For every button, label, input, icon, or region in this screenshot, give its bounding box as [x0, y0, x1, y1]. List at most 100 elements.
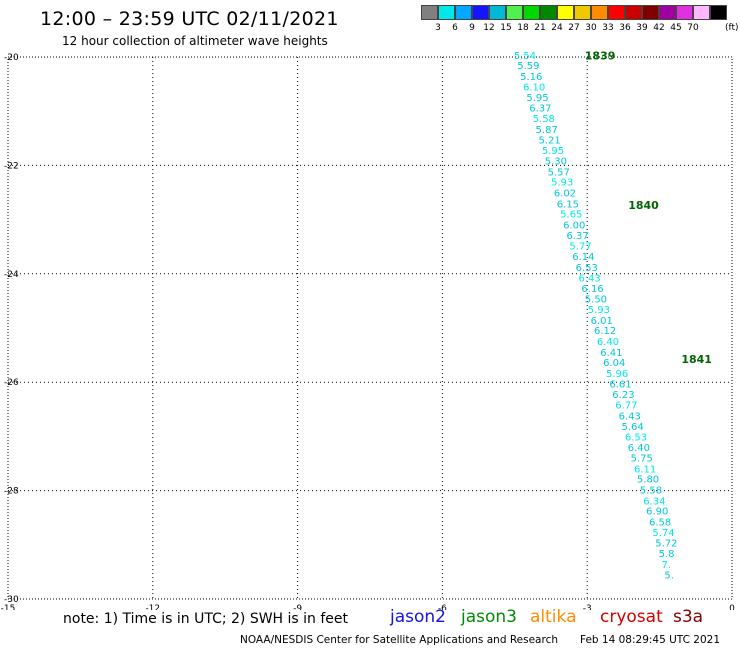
wave-height-value: 6.41: [600, 348, 622, 359]
color-scale-label: 42: [653, 23, 665, 33]
altimeter-map: -15 -12 -9 -6 -3 0-20-22-24-26-28-305.545.595…: [1, 49, 735, 610]
color-swatch: [710, 5, 727, 20]
color-scale-label: 6: [452, 23, 458, 33]
color-scale-label: 33: [602, 23, 614, 33]
wave-height-value: 6.37: [566, 231, 588, 242]
x-tick-label: -6: [438, 604, 447, 610]
wave-height-value: 6.40: [628, 443, 650, 454]
color-scale-label: 45: [670, 23, 682, 33]
y-tick-label: -24: [4, 270, 19, 280]
wave-height-value: 6.15: [557, 199, 579, 210]
wave-height-value: 5.74: [652, 528, 674, 539]
wave-height-value: 6.10: [523, 82, 545, 93]
wave-height-value: 6.02: [554, 189, 576, 200]
color-scale-label: 9: [469, 23, 475, 33]
wave-height-value: 6.11: [634, 464, 656, 475]
color-swatch: [625, 5, 642, 20]
color-swatch: [574, 5, 591, 20]
wave-height-value: 6.43: [579, 274, 601, 285]
wave-height-value: 7.: [662, 560, 672, 571]
wave-height-value: 5.93: [588, 305, 610, 316]
color-swatch: [591, 5, 608, 20]
wave-height-value: 5.54: [514, 51, 536, 62]
satellite-legend-cryosat: cryosat: [600, 607, 663, 627]
wave-height-value: 5.59: [517, 61, 539, 72]
satellite-legend-altika: altika: [530, 607, 577, 627]
page-subtitle: 12 hour collection of altimeter wave hei…: [62, 34, 328, 48]
wave-height-value: 6.34: [643, 496, 665, 507]
wave-height-value: 5.96: [606, 369, 628, 380]
wave-height-value: 5.58: [533, 114, 555, 125]
color-scale-label: 70: [687, 23, 699, 33]
wave-height-value: 6.58: [649, 517, 671, 528]
color-swatch: [557, 5, 574, 20]
wave-height-value: 6.61: [609, 379, 631, 390]
wave-height-value: 5.16: [520, 72, 542, 83]
color-swatch: [506, 5, 523, 20]
wave-height-value: 5.58: [640, 486, 662, 497]
wave-height-value: 5.77: [569, 242, 591, 253]
wave-height-value: 5.95: [526, 93, 548, 104]
y-tick-label: -28: [4, 487, 19, 497]
color-swatch: [472, 5, 489, 20]
color-swatch: [676, 5, 693, 20]
wave-height-value: 5.87: [536, 125, 558, 136]
wave-height-value: 6.04: [603, 358, 625, 369]
color-swatch: [421, 5, 438, 20]
color-swatch: [540, 5, 557, 20]
wave-height-value: 5.75: [631, 454, 653, 465]
color-swatch: [659, 5, 676, 20]
color-swatch: [523, 5, 540, 20]
x-tick-label: -9: [293, 604, 302, 610]
wave-height-value: 6.53: [576, 263, 598, 274]
wave-height-value: 5.57: [548, 167, 570, 178]
wave-height-value: 5.30: [545, 157, 567, 168]
color-scale-label: 30: [585, 23, 597, 33]
map-frame: [7, 56, 733, 600]
wave-height-value: 5.64: [621, 422, 643, 433]
x-tick-label: -12: [145, 604, 160, 610]
x-tick-label: 0: [729, 604, 735, 610]
wave-height-value: 6.77: [615, 400, 637, 411]
wave-height-value: 6.37: [529, 103, 551, 114]
satellite-legend-jason2: jason2: [390, 607, 446, 627]
wave-height-value: 6.12: [594, 326, 616, 337]
color-scale-label: 24: [551, 23, 563, 33]
wave-height-value: 6.43: [619, 411, 641, 422]
wave-height-value: 5.50: [585, 295, 607, 306]
wave-height-value: 5.65: [560, 210, 582, 221]
wave-height-value: 6.23: [612, 390, 634, 401]
satellite-legend-jason3: jason3: [461, 607, 517, 627]
pass-number-label: 1840: [628, 199, 659, 212]
y-tick-label: -22: [4, 161, 19, 171]
color-scale-label: 12: [483, 23, 495, 33]
page-title: 12:00 – 23:59 UTC 02/11/2021: [40, 8, 339, 30]
generated-timestamp: Feb 14 08:29:45 UTC 2021: [580, 634, 720, 646]
satellite-legend-s3a: s3a: [673, 607, 704, 627]
color-swatch: [693, 5, 710, 20]
wave-height-value: 5.93: [551, 178, 573, 189]
pass-number-label: 1841: [681, 353, 712, 366]
color-scale-label: 15: [500, 23, 512, 33]
y-tick-label: -26: [4, 378, 19, 388]
wave-height-value: 5.95: [542, 146, 564, 157]
color-swatch: [489, 5, 506, 20]
color-scale-label: 18: [517, 23, 529, 33]
color-scale-label: 39: [636, 23, 648, 33]
color-swatch: [642, 5, 659, 20]
x-tick-label: -15: [1, 604, 16, 610]
color-swatch: [455, 5, 472, 20]
color-scale-label: 21: [534, 23, 546, 33]
wave-height-value: 6.14: [572, 252, 594, 263]
color-swatch: [608, 5, 625, 20]
color-swatch: [438, 5, 455, 20]
wave-height-value: 5.21: [538, 135, 560, 146]
y-tick-label: -20: [4, 53, 19, 63]
wave-height-value: 6.40: [597, 337, 619, 348]
wave-height-value: 5.80: [637, 475, 659, 486]
x-tick-label: -3: [583, 604, 592, 610]
color-scale-label: 27: [568, 23, 580, 33]
color-scale-label: 36: [619, 23, 631, 33]
pass-number-label: 1839: [585, 49, 616, 62]
color-scale-label: 3: [435, 23, 441, 33]
